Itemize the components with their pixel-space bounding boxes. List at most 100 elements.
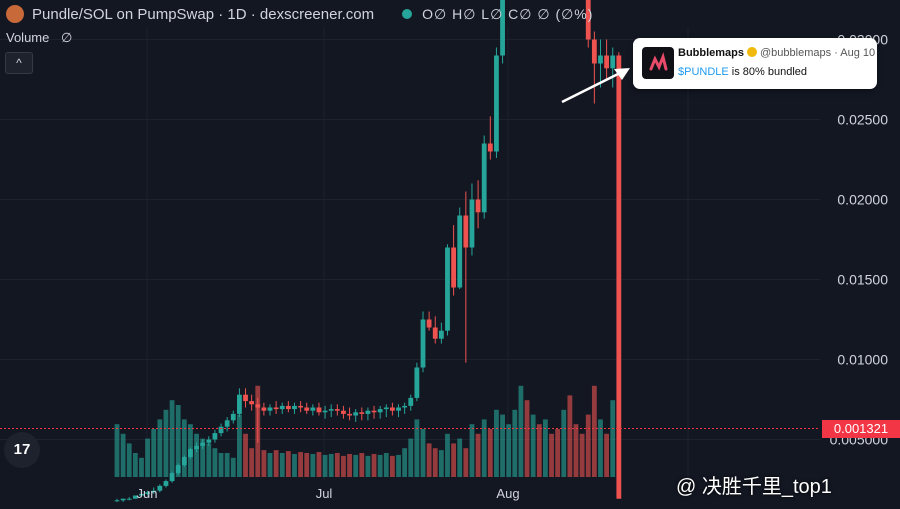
candle-body bbox=[591, 39, 597, 64]
candle-body bbox=[610, 55, 616, 69]
candle-body bbox=[157, 485, 163, 491]
volume-bar bbox=[475, 433, 481, 477]
last-price-tag: 0.001321 bbox=[822, 420, 900, 438]
x-axis: Jun Jul Aug bbox=[137, 486, 520, 501]
volume-bar bbox=[371, 453, 377, 477]
volume-bar bbox=[175, 405, 181, 477]
volume-bar bbox=[500, 414, 505, 477]
candle-body bbox=[151, 490, 157, 493]
candle-body bbox=[145, 492, 150, 494]
volume-bar bbox=[530, 414, 536, 477]
candle-body bbox=[298, 405, 303, 408]
candle-body bbox=[377, 409, 383, 413]
volume-bar bbox=[292, 453, 297, 477]
volume-bar bbox=[432, 448, 438, 477]
candle-body bbox=[402, 405, 408, 408]
candle-body bbox=[359, 412, 365, 414]
candlesticks bbox=[114, 0, 622, 502]
candle-body bbox=[365, 410, 371, 414]
candle-body bbox=[163, 481, 169, 486]
candle-body bbox=[188, 449, 193, 458]
volume-bar bbox=[585, 414, 591, 477]
volume-bar bbox=[377, 454, 383, 477]
volume-bar bbox=[512, 409, 518, 477]
candle-body bbox=[341, 410, 346, 414]
candle-body bbox=[206, 439, 212, 443]
candle-body bbox=[420, 319, 426, 368]
volume-value: ∅ bbox=[61, 30, 73, 45]
volume-bar bbox=[200, 438, 206, 477]
volume-bar bbox=[506, 424, 512, 477]
volume-bar bbox=[334, 453, 340, 477]
volume-bar bbox=[157, 419, 163, 477]
candle-body bbox=[463, 215, 469, 248]
candle-body bbox=[457, 215, 463, 288]
candle-body bbox=[371, 410, 377, 413]
volume-bar bbox=[132, 453, 138, 477]
volume-bar bbox=[396, 454, 401, 477]
volume-bar bbox=[249, 448, 255, 477]
candle-body bbox=[261, 407, 267, 411]
status-dot-icon bbox=[402, 9, 413, 19]
volume-bar bbox=[212, 448, 218, 477]
volume-bar bbox=[273, 450, 279, 477]
volume-bar bbox=[139, 457, 144, 477]
tweet-author: Bubblemaps bbox=[678, 47, 745, 59]
volume-bar bbox=[457, 438, 463, 477]
tweet-ticker-link[interactable]: $PUNDLE bbox=[678, 66, 729, 78]
volume-bar bbox=[304, 453, 310, 477]
candle-body bbox=[408, 397, 414, 406]
volume-bar bbox=[151, 429, 157, 477]
volume-bar bbox=[469, 424, 475, 477]
volume-bar bbox=[543, 419, 548, 477]
candle-body bbox=[200, 442, 206, 446]
volume-bar bbox=[420, 429, 426, 477]
ohlc-readout: O∅ H∅ L∅ C∅ ∅ (∅%) bbox=[402, 6, 593, 23]
tweet-header: Bubblemaps @bubblemaps · Aug 10 bbox=[678, 47, 875, 59]
candle-body bbox=[426, 319, 432, 328]
candle-body bbox=[316, 407, 322, 413]
candle-body bbox=[114, 500, 120, 502]
chart-header: Pundle/SOL on PumpSwap · 1D · dexscreene… bbox=[0, 0, 593, 28]
volume-bar bbox=[408, 438, 414, 477]
ohlc-values: O∅ H∅ L∅ C∅ ∅ (∅%) bbox=[422, 5, 594, 22]
volume-bar bbox=[549, 433, 554, 477]
tweet-card[interactable]: Bubblemaps @bubblemaps · Aug 10 $PUNDLE i… bbox=[633, 38, 877, 89]
candle-body bbox=[230, 413, 236, 421]
verified-badge-icon bbox=[747, 47, 758, 57]
volume-bar bbox=[169, 400, 175, 477]
volume-bar bbox=[279, 453, 285, 477]
x-tick-label: Jul bbox=[316, 486, 333, 501]
candle-body bbox=[267, 407, 273, 411]
candle-body bbox=[481, 143, 487, 213]
volume-bar bbox=[237, 414, 242, 477]
volume-bar bbox=[194, 433, 199, 477]
volume-bar bbox=[383, 453, 389, 477]
collapse-button[interactable]: ^ bbox=[5, 52, 33, 74]
candle-body bbox=[334, 409, 340, 411]
candle-body bbox=[494, 55, 499, 152]
volume-bar bbox=[524, 400, 530, 477]
candle-body bbox=[445, 247, 450, 331]
candle-body bbox=[237, 394, 242, 414]
candle-body bbox=[249, 401, 255, 405]
candle-body bbox=[353, 412, 359, 416]
volume-bar bbox=[298, 452, 303, 477]
candle-body bbox=[132, 495, 138, 499]
volume-bar bbox=[451, 443, 456, 477]
volume-bar bbox=[390, 455, 395, 477]
candle-body bbox=[328, 409, 334, 411]
volume-bar bbox=[353, 454, 359, 477]
candle-body bbox=[273, 407, 279, 410]
volume-bar bbox=[261, 450, 267, 477]
volume-bar bbox=[328, 453, 334, 477]
annotation-arrow bbox=[561, 68, 630, 104]
tradingview-logo-icon[interactable]: 17 bbox=[4, 432, 40, 468]
volume-bar bbox=[120, 433, 126, 477]
candle-body bbox=[175, 465, 181, 474]
chart-grid bbox=[0, 27, 820, 480]
volume-bar bbox=[518, 385, 524, 477]
volume-bar bbox=[243, 433, 248, 477]
tweet-body: $PUNDLE is 80% bundled bbox=[678, 66, 807, 78]
x-tick-label: Jun bbox=[137, 486, 158, 501]
